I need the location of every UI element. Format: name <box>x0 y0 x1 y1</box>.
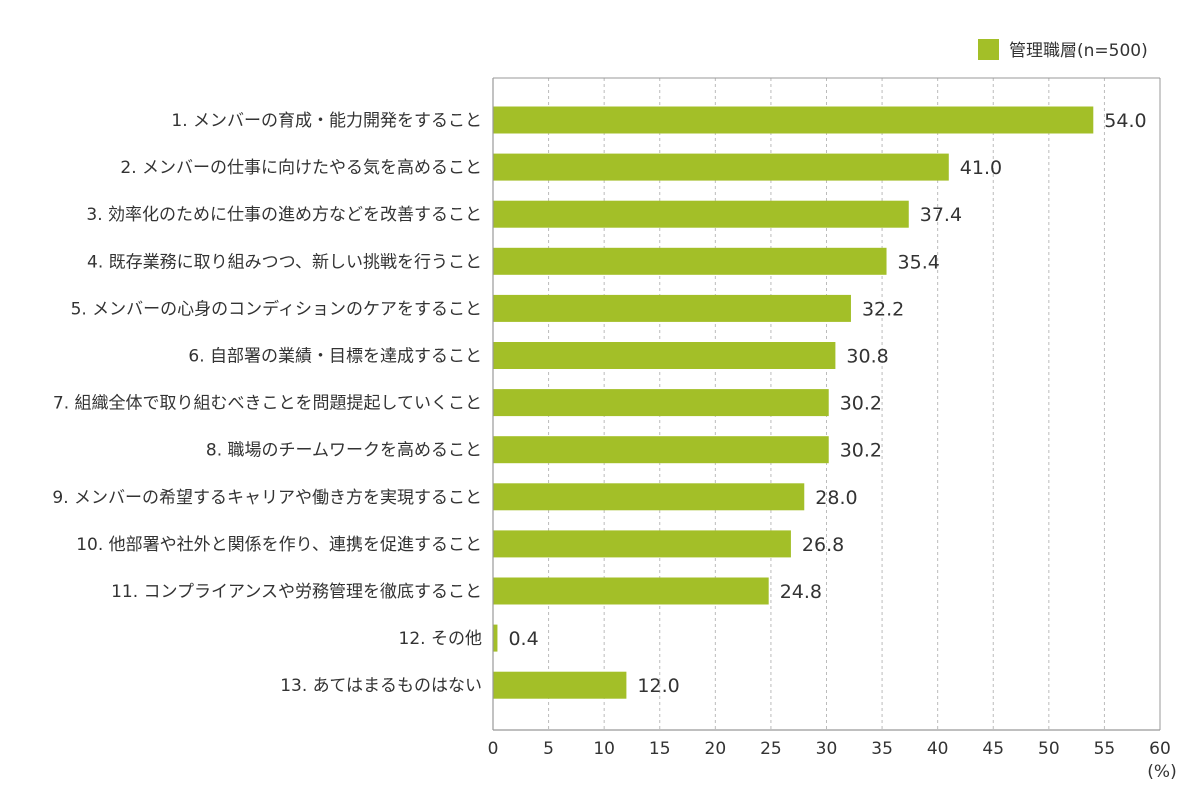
legend-swatch <box>978 39 999 60</box>
bar <box>493 200 909 228</box>
value-label: 12.0 <box>637 675 679 697</box>
bar <box>493 153 949 181</box>
value-label: 26.8 <box>802 534 844 556</box>
value-label: 41.0 <box>960 157 1002 179</box>
value-label: 32.2 <box>862 298 904 320</box>
bar <box>493 671 627 699</box>
category-label: 10. 他部署や社外と関係を作り、連携を促進すること <box>76 535 482 555</box>
category-label: 4. 既存業務に取り組みつつ、新しい挑戦を行うこと <box>87 252 482 272</box>
x-tick-label: 0 <box>488 739 499 759</box>
legend: 管理職層(n=500) <box>978 39 1148 61</box>
category-label: 6. 自部署の業績・目標を達成すること <box>188 347 482 367</box>
value-label: 30.2 <box>840 393 882 415</box>
bar <box>493 294 851 322</box>
bar <box>493 530 791 558</box>
x-tick-label: 10 <box>593 739 615 759</box>
value-label: 28.0 <box>815 487 857 509</box>
category-label: 12. その他 <box>399 629 482 649</box>
value-label: 30.2 <box>840 440 882 462</box>
value-label: 35.4 <box>898 251 940 273</box>
category-label: 2. メンバーの仕事に向けたやる気を高めること <box>120 158 482 178</box>
category-label: 9. メンバーの希望するキャリアや働き方を実現すること <box>52 488 482 508</box>
x-tick-label: 5 <box>543 739 554 759</box>
bar <box>493 436 829 464</box>
value-label: 30.8 <box>846 346 888 368</box>
category-label: 8. 職場のチームワークを高めること <box>206 441 482 461</box>
bar <box>493 483 805 511</box>
x-unit-label: (%) <box>1147 762 1176 782</box>
value-labels: 54.0 41.0 37.4 35.4 32.2 30.8 30.2 30.2 28.0 26.8… <box>508 110 1146 697</box>
value-label: 0.4 <box>508 628 538 650</box>
value-label: 37.4 <box>920 204 962 226</box>
bar <box>493 342 836 369</box>
x-tick-label: 55 <box>1094 739 1116 759</box>
bar <box>493 106 1094 134</box>
bar <box>493 247 887 275</box>
category-label: 7. 組織全体で取り組むべきことを問題提起していくこと <box>53 394 482 414</box>
bars <box>493 106 1094 699</box>
x-tick-label: 20 <box>705 739 727 759</box>
x-tick-label: 25 <box>760 739 782 759</box>
x-tick-label: 45 <box>982 739 1004 759</box>
x-tick-label: 50 <box>1038 739 1060 759</box>
x-tick-label: 30 <box>816 739 838 759</box>
value-label: 24.8 <box>780 581 822 603</box>
category-label: 3. 効率化のために仕事の進め方などを改善すること <box>86 205 482 225</box>
x-tick-label: 35 <box>871 739 893 759</box>
category-label: 5. メンバーの心身のコンディションのケアをすること <box>71 298 482 319</box>
x-tick-label: 15 <box>649 739 671 759</box>
legend-label: 管理職層(n=500) <box>1009 41 1148 61</box>
x-tick-labels: 0 5 10 15 20 25 30 35 40 45 50 55 60 <box>488 739 1171 759</box>
bar <box>493 577 769 605</box>
value-label: 54.0 <box>1104 110 1146 132</box>
x-tick-label: 40 <box>927 739 949 759</box>
axes <box>492 77 1161 731</box>
category-label: 11. コンプライアンスや労務管理を徹底すること <box>111 582 482 602</box>
category-labels: 1. メンバーの育成・能力開発をすること 2. メンバーの仕事に向けたやる気を高め… <box>52 111 482 696</box>
bar <box>493 624 498 652</box>
category-label: 1. メンバーの育成・能力開発をすること <box>171 111 482 131</box>
category-label: 13. あてはまるものはない <box>280 676 482 696</box>
bar <box>493 389 829 417</box>
x-tick-label: 60 <box>1149 739 1171 759</box>
